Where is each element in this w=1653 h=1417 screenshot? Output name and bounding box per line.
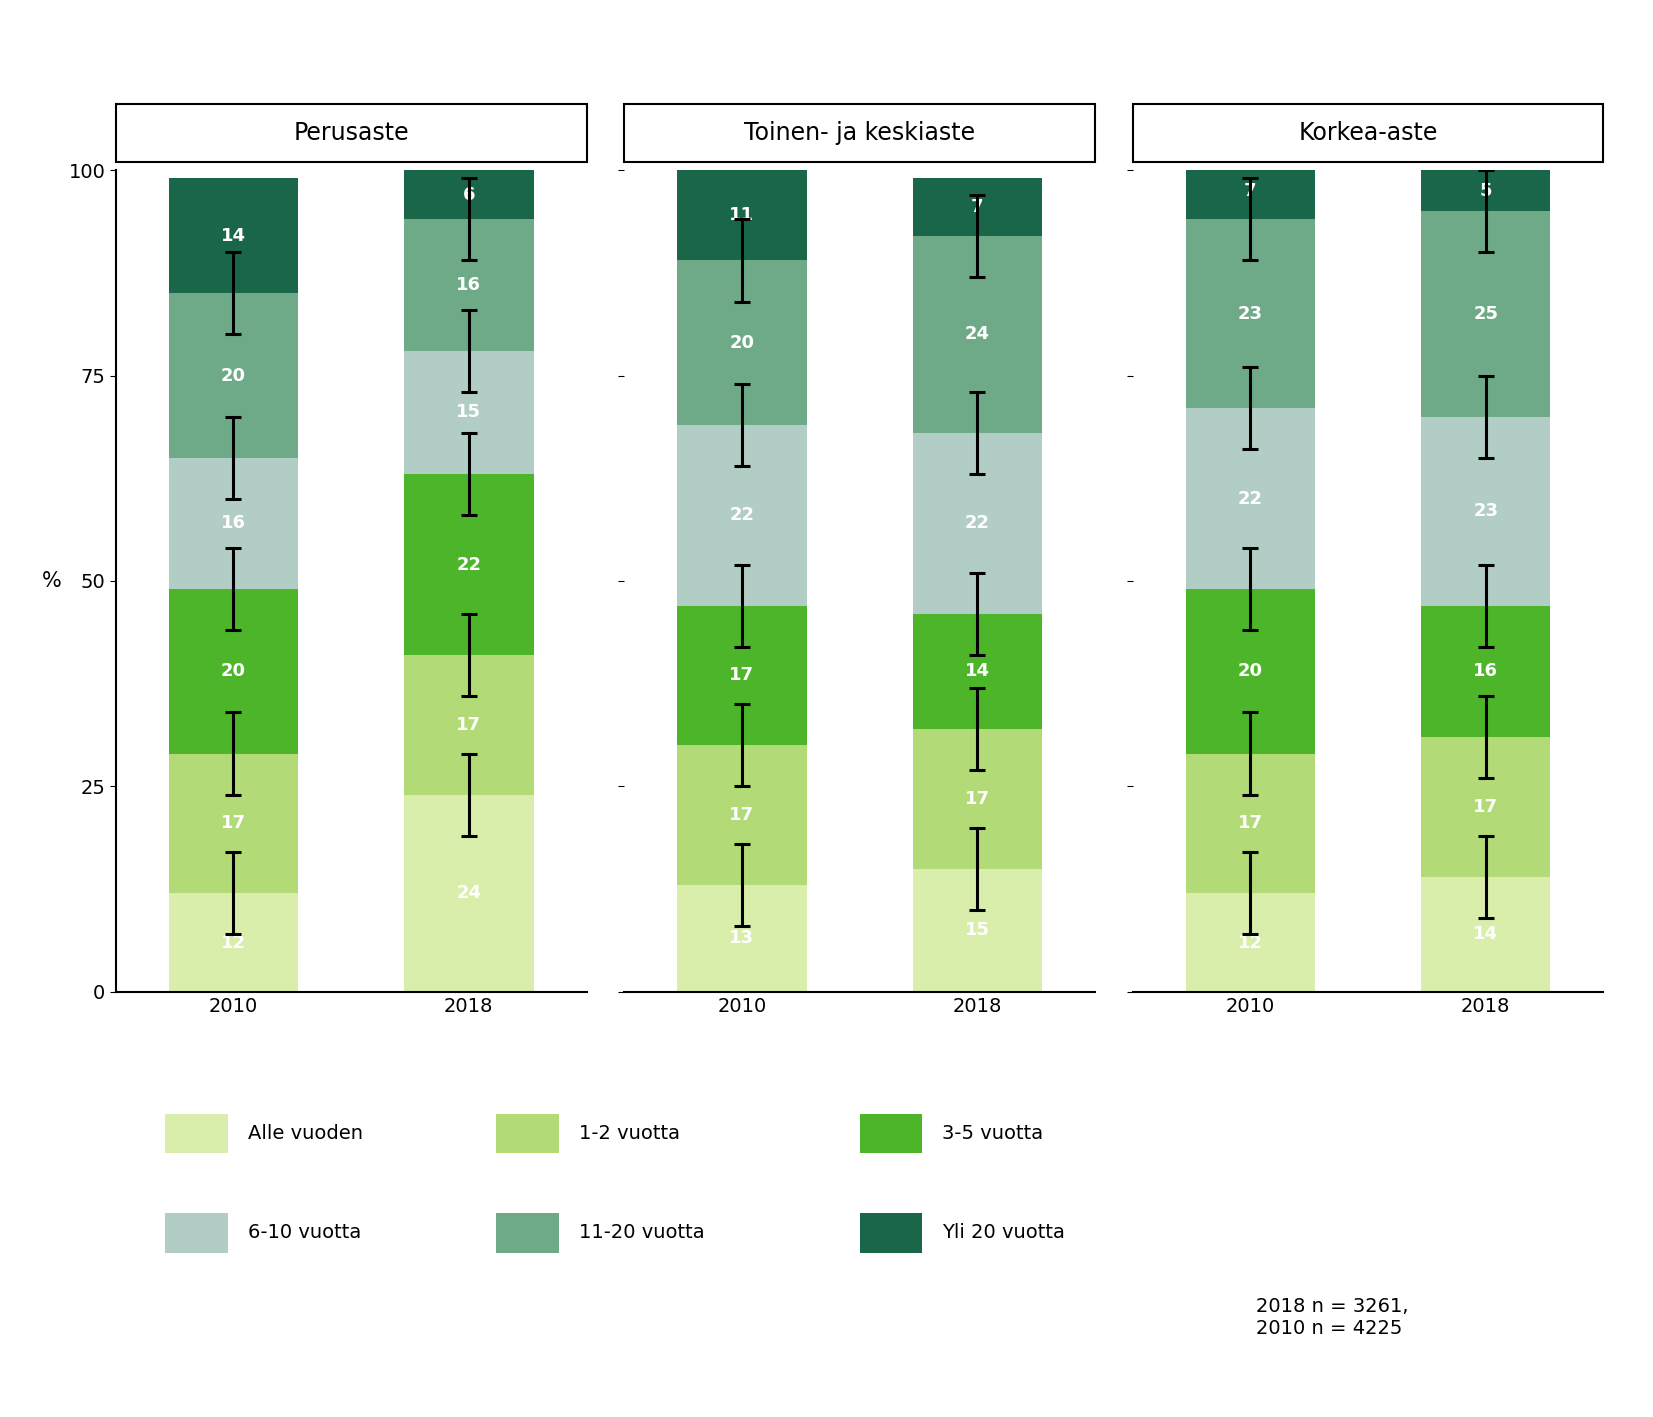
Bar xyxy=(912,434,1041,614)
Bar xyxy=(678,261,807,425)
Text: 20: 20 xyxy=(1238,662,1263,680)
Text: 7: 7 xyxy=(970,198,984,215)
Text: 17: 17 xyxy=(456,716,481,734)
Bar xyxy=(1185,589,1316,754)
Bar xyxy=(912,179,1041,235)
Bar xyxy=(912,728,1041,869)
Text: 17: 17 xyxy=(1238,815,1263,832)
Bar xyxy=(678,605,807,745)
Text: 15: 15 xyxy=(456,404,481,421)
Text: 13: 13 xyxy=(729,930,754,948)
Text: 22: 22 xyxy=(1238,490,1263,507)
Bar xyxy=(1422,211,1551,417)
Bar xyxy=(403,351,534,475)
Text: 3-5 vuotta: 3-5 vuotta xyxy=(942,1124,1043,1144)
Text: 14: 14 xyxy=(965,662,990,680)
Bar xyxy=(1422,170,1551,211)
Text: 16: 16 xyxy=(456,276,481,295)
Bar xyxy=(169,458,298,589)
Bar xyxy=(678,425,807,605)
Bar xyxy=(678,886,807,992)
Text: 2018 n = 3261,
2010 n = 4225: 2018 n = 3261, 2010 n = 4225 xyxy=(1256,1297,1408,1338)
Text: 22: 22 xyxy=(965,514,990,533)
Text: 14: 14 xyxy=(222,227,246,245)
Bar xyxy=(1422,877,1551,992)
Text: 20: 20 xyxy=(222,367,246,384)
Text: 12: 12 xyxy=(222,934,246,952)
Bar xyxy=(1185,408,1316,589)
Text: 17: 17 xyxy=(1473,798,1498,816)
Text: Alle vuoden: Alle vuoden xyxy=(248,1124,364,1144)
Text: 24: 24 xyxy=(965,326,990,343)
Text: 23: 23 xyxy=(1238,305,1263,323)
Bar xyxy=(678,170,807,261)
Bar xyxy=(169,893,298,992)
Bar xyxy=(403,795,534,992)
Text: 14: 14 xyxy=(1473,925,1498,944)
FancyBboxPatch shape xyxy=(1132,105,1603,162)
Bar xyxy=(403,170,534,220)
Text: 22: 22 xyxy=(729,506,754,524)
Text: 17: 17 xyxy=(965,789,990,808)
Text: 15: 15 xyxy=(965,921,990,939)
Bar xyxy=(1422,605,1551,737)
Bar xyxy=(403,655,534,795)
Text: 16: 16 xyxy=(222,514,246,533)
Text: 11-20 vuotta: 11-20 vuotta xyxy=(579,1223,704,1243)
Bar xyxy=(169,179,298,293)
Text: 6-10 vuotta: 6-10 vuotta xyxy=(248,1223,362,1243)
Text: 17: 17 xyxy=(729,666,754,684)
Bar xyxy=(1185,220,1316,408)
Bar xyxy=(1185,754,1316,893)
Text: 20: 20 xyxy=(729,333,754,351)
Bar xyxy=(169,293,298,458)
Text: 7: 7 xyxy=(1245,181,1256,200)
Text: 16: 16 xyxy=(1473,662,1498,680)
Text: 17: 17 xyxy=(222,815,246,832)
Text: 25: 25 xyxy=(1473,305,1498,323)
Text: Toinen- ja keskiaste: Toinen- ja keskiaste xyxy=(744,120,975,145)
Bar xyxy=(403,475,534,655)
FancyBboxPatch shape xyxy=(116,105,587,162)
Bar xyxy=(912,235,1041,434)
Text: Perusaste: Perusaste xyxy=(293,120,408,145)
Text: 6: 6 xyxy=(463,186,474,204)
Text: 23: 23 xyxy=(1473,502,1498,520)
Bar xyxy=(169,589,298,754)
Bar xyxy=(1185,893,1316,992)
Bar xyxy=(912,614,1041,728)
Text: 1-2 vuotta: 1-2 vuotta xyxy=(579,1124,679,1144)
Text: Korkea-aste: Korkea-aste xyxy=(1298,120,1438,145)
FancyBboxPatch shape xyxy=(625,105,1094,162)
Bar xyxy=(678,745,807,886)
Bar xyxy=(403,220,534,351)
Bar xyxy=(1422,737,1551,877)
Y-axis label: %: % xyxy=(41,571,61,591)
Bar xyxy=(169,754,298,893)
Text: 11: 11 xyxy=(729,207,754,224)
Text: Yli 20 vuotta: Yli 20 vuotta xyxy=(942,1223,1065,1243)
Bar xyxy=(912,869,1041,992)
Text: 17: 17 xyxy=(729,806,754,825)
Text: 5: 5 xyxy=(1479,181,1493,200)
Text: 12: 12 xyxy=(1238,934,1263,952)
Text: 24: 24 xyxy=(456,884,481,903)
Bar xyxy=(1422,417,1551,605)
Text: 22: 22 xyxy=(456,555,481,574)
Bar xyxy=(1185,162,1316,220)
Text: 20: 20 xyxy=(222,662,246,680)
